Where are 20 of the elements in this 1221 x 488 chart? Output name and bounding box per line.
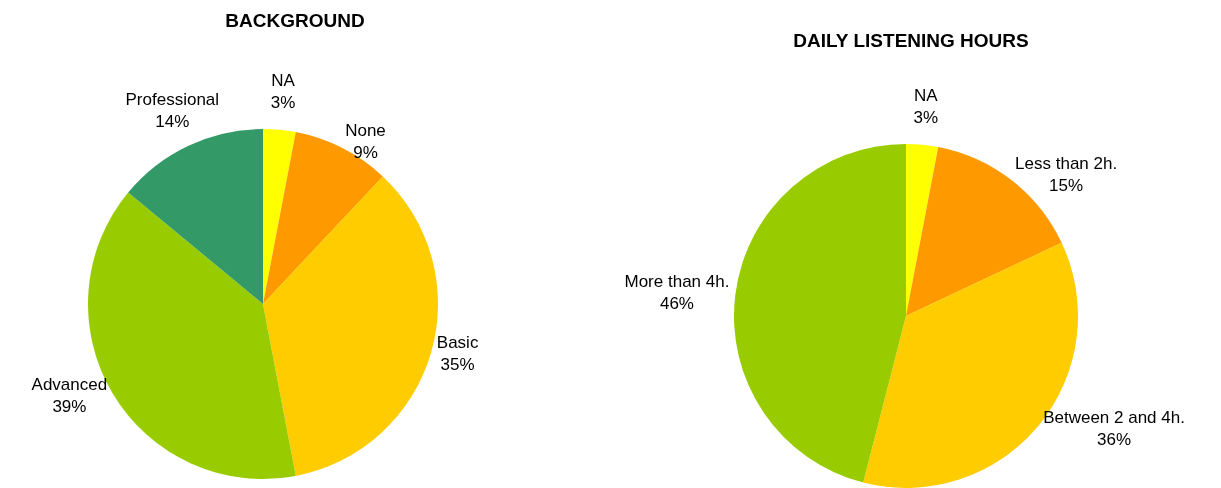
data-label: 3% [270,92,296,112]
slice-label: NA [913,85,939,105]
data-label: 3% [913,107,939,127]
data-label: 35% [440,355,475,375]
slice-label: Basic [436,333,479,353]
slice-label: Less than 2h. [1015,154,1118,174]
data-label: 39% [52,396,87,416]
data-label: 46% [659,294,694,314]
data-label: 36% [1097,430,1132,450]
chart-title: BACKGROUND [224,10,366,32]
chart-title: DAILY LISTENING HOURS [792,30,1030,52]
slice-label: Advanced [31,374,108,394]
slice-label: None [345,121,386,141]
data-label: 14% [155,111,190,131]
slice-label: More than 4h. [624,272,730,292]
slice-label: NA [271,70,296,90]
slice-label: Professional [125,89,220,109]
slice-label: Between 2 and 4h. [1043,408,1185,428]
data-label: 15% [1049,176,1084,196]
data-label: 9% [353,143,378,163]
